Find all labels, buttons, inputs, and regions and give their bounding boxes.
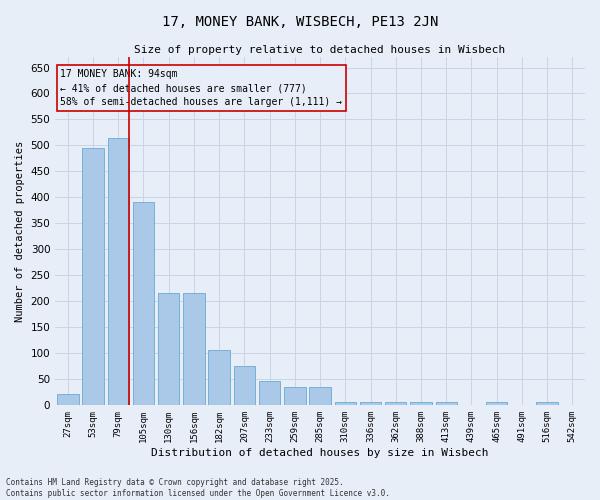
Bar (284, 386, 305, 405)
Bar (536, 402, 558, 405)
Bar (259, 382, 280, 405)
Bar (208, 350, 230, 405)
Bar (183, 294, 205, 405)
Bar (410, 402, 432, 405)
Bar (360, 402, 381, 405)
Bar (133, 202, 154, 405)
Bar (436, 402, 457, 405)
Bar (82, 148, 104, 405)
Text: 17 MONEY BANK: 94sqm
← 41% of detached houses are smaller (777)
58% of semi-deta: 17 MONEY BANK: 94sqm ← 41% of detached h… (61, 70, 343, 108)
Bar (233, 366, 255, 405)
Bar (486, 402, 508, 405)
Title: Size of property relative to detached houses in Wisbech: Size of property relative to detached ho… (134, 45, 506, 55)
X-axis label: Distribution of detached houses by size in Wisbech: Distribution of detached houses by size … (151, 448, 489, 458)
Bar (310, 386, 331, 405)
Bar (158, 294, 179, 405)
Text: 17, MONEY BANK, WISBECH, PE13 2JN: 17, MONEY BANK, WISBECH, PE13 2JN (162, 15, 438, 29)
Y-axis label: Number of detached properties: Number of detached properties (15, 140, 25, 322)
Text: Contains HM Land Registry data © Crown copyright and database right 2025.
Contai: Contains HM Land Registry data © Crown c… (6, 478, 390, 498)
Bar (385, 402, 406, 405)
Bar (107, 138, 129, 405)
Bar (335, 402, 356, 405)
Bar (57, 394, 79, 405)
